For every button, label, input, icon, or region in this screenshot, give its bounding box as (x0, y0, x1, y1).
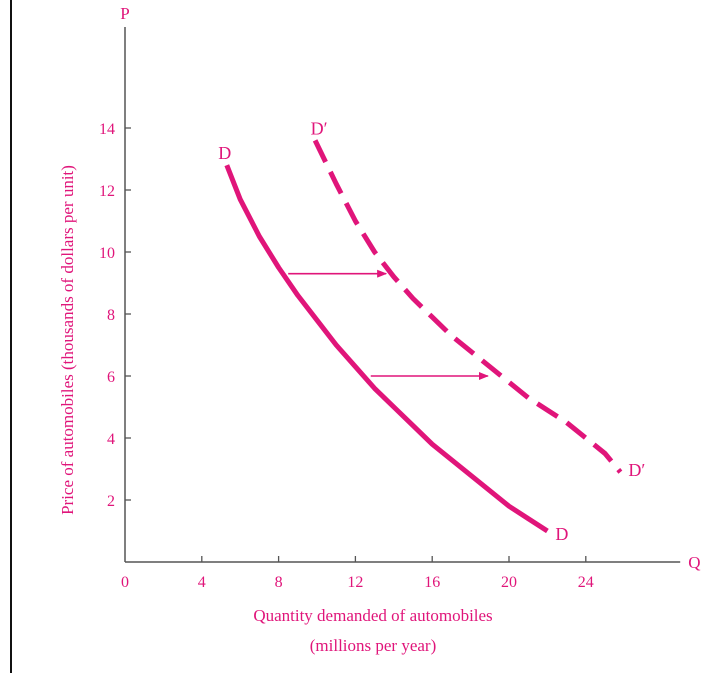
x-tick-label: 0 (121, 574, 129, 591)
y-tick-label: 10 (99, 245, 115, 262)
demand-curves: D D D′ D′ (218, 118, 645, 544)
curve-start-label: D (218, 143, 231, 163)
x-tick-label: 16 (424, 574, 440, 591)
y-tick-label: 6 (107, 369, 115, 386)
demand-curve-d-prime (312, 139, 623, 474)
y-tick-label: 4 (107, 431, 115, 448)
x-axis-subtitle: (millions per year) (310, 636, 437, 655)
shift-arrows (288, 269, 489, 380)
y-tick-label: 8 (107, 307, 115, 324)
demand-curve-d (224, 164, 549, 534)
axes: P Q Quantity demanded of automobiles (mi… (58, 4, 700, 655)
left-border-rule (10, 0, 12, 673)
x-tick-label: 24 (578, 574, 594, 591)
x-tick-label: 4 (198, 574, 206, 591)
x-tick-label: 8 (275, 574, 283, 591)
x-axis-symbol: Q (688, 553, 700, 572)
curve-end-label: D (555, 524, 568, 544)
curve-start-label: D′ (311, 118, 328, 138)
y-tick-label: 12 (99, 183, 115, 200)
curve-end-label: D′ (628, 460, 645, 480)
x-tick-label: 20 (501, 574, 517, 591)
y-tick-label: 14 (99, 121, 115, 138)
y-tick-label: 2 (107, 493, 115, 510)
x-axis-title: Quantity demanded of automobiles (253, 606, 492, 625)
y-axis-title: Price of automobiles (thousands of dolla… (58, 165, 77, 515)
x-tick-label: 12 (347, 574, 363, 591)
y-axis-symbol: P (120, 4, 129, 23)
